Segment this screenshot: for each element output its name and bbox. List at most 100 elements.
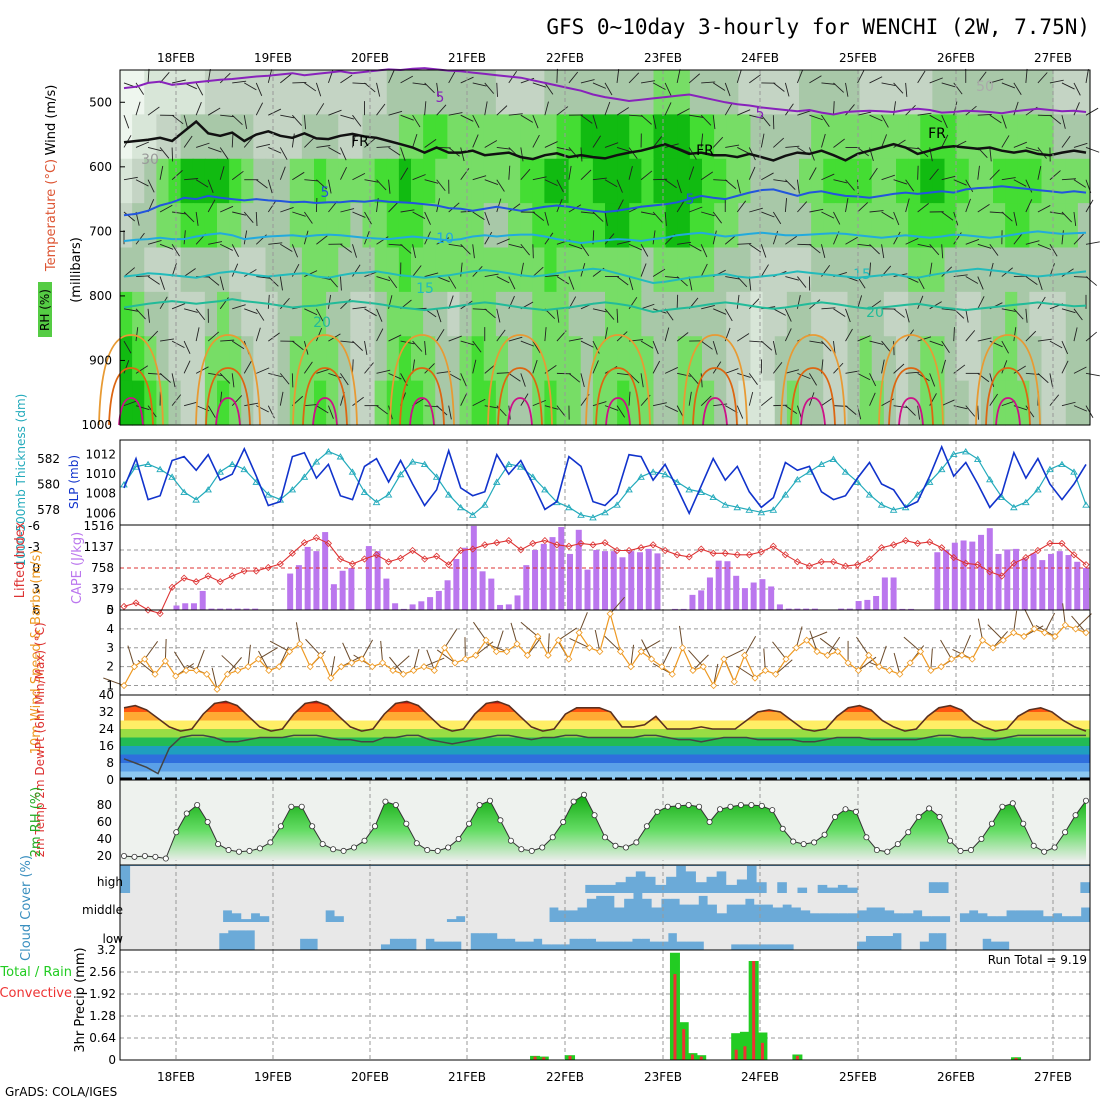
rh-cell	[168, 247, 182, 293]
cape-bar	[706, 577, 713, 610]
rh2m-point	[967, 847, 974, 854]
warm-contour	[878, 334, 944, 426]
pressure-tick: 500	[89, 95, 112, 109]
wind-barb	[725, 276, 740, 280]
wind-point	[1082, 629, 1090, 637]
cape-bar	[654, 553, 661, 610]
cloud-clear-bar	[867, 866, 879, 893]
wind-barb	[255, 102, 264, 116]
wind-barb	[255, 211, 258, 227]
rh-cell	[435, 70, 448, 115]
rh2m-point	[936, 813, 943, 820]
thickness-point	[492, 478, 501, 485]
wind-barb	[258, 650, 270, 671]
wind-barb	[556, 106, 569, 116]
cloud-clear-bar	[290, 922, 301, 950]
wind-barb	[700, 133, 704, 148]
warm-contour	[195, 334, 261, 426]
rh-cell	[799, 336, 812, 382]
wind-barb	[833, 308, 846, 317]
wind-barb	[664, 179, 677, 189]
wind-barb	[989, 340, 1003, 348]
wind-barb	[376, 179, 387, 191]
rh-cell	[556, 70, 570, 115]
wind-barb	[845, 179, 855, 191]
wind-tick: 4	[106, 622, 114, 636]
cloud-clear-bar	[856, 893, 867, 911]
rh-cell	[180, 70, 194, 115]
cape-bar	[619, 557, 626, 610]
cloud-clear-bar	[613, 922, 624, 942]
wind-barb	[869, 210, 884, 213]
cloud-clear-bar	[918, 866, 929, 893]
cloud-level-label: high	[97, 875, 123, 889]
temp-tick: 24	[99, 722, 114, 736]
pressure-tick: 900	[89, 353, 112, 367]
thickness-point	[252, 478, 261, 485]
li-tick: 6	[32, 603, 40, 617]
wind-barb	[376, 276, 391, 282]
rh-cell	[568, 336, 582, 382]
wind-barb	[304, 361, 313, 374]
rh-cell	[993, 203, 1006, 249]
rh-cell	[301, 70, 315, 115]
wind-point	[451, 659, 459, 667]
wind-barb	[472, 340, 482, 353]
rh-cell	[689, 158, 703, 204]
thickness-point	[180, 488, 188, 495]
wind-barb	[869, 300, 882, 310]
rh-cell	[908, 70, 921, 115]
rh-cell	[689, 291, 703, 337]
cape-bar	[453, 558, 460, 610]
wind-barb	[845, 370, 860, 374]
wind-barb	[184, 308, 198, 313]
wind-barb	[364, 271, 378, 277]
cloud-axis-title: Cloud Cover (%)	[19, 855, 34, 961]
li-point	[1010, 559, 1018, 567]
cloud-clear-bar	[999, 866, 1010, 893]
rh-cell	[411, 158, 424, 204]
wind-barb	[256, 367, 270, 374]
wind-point	[1020, 632, 1028, 641]
rh2m-point	[926, 805, 933, 812]
rh2m-tick: 80	[97, 798, 112, 812]
rh-cell	[859, 291, 873, 337]
rh-cell	[568, 380, 582, 426]
rh-cell	[774, 291, 788, 337]
rh2m-point	[612, 842, 619, 849]
wind-barb	[1013, 327, 1017, 342]
cloud-clear-bar	[892, 922, 902, 934]
rh2m-point	[947, 837, 954, 844]
wind-barb	[881, 82, 896, 87]
cape-bar	[339, 570, 346, 610]
isotherm-minus5	[123, 67, 1087, 116]
hot-contour	[215, 397, 241, 426]
rh-cell	[689, 247, 703, 293]
wind-barb	[845, 405, 857, 415]
cloud-clear-bar	[483, 893, 494, 922]
rh-cell	[495, 336, 509, 382]
wind-barb	[472, 244, 475, 259]
wind-barb	[304, 308, 318, 316]
wind-barb	[484, 211, 490, 226]
wind-barb	[1049, 394, 1060, 406]
rh-cell	[847, 70, 861, 115]
wind-barb	[208, 372, 223, 376]
cloud-clear-bar	[685, 866, 697, 872]
wind-barb	[652, 82, 666, 90]
rh-cell	[920, 203, 933, 249]
wind-barb	[1025, 330, 1037, 342]
rh-cell	[326, 203, 339, 249]
rh-cell	[908, 158, 921, 204]
cloud-clear-bar	[287, 893, 298, 922]
rh2m-point	[162, 855, 169, 862]
wind-barb	[821, 244, 826, 258]
precip-axis-title: 3hr Precip (mm)	[73, 947, 88, 1052]
cloud-clear-bar	[140, 866, 151, 893]
hot-contour	[605, 397, 631, 426]
wind-barb	[809, 208, 824, 213]
wind-point	[761, 666, 769, 675]
thickness-point	[745, 506, 754, 513]
wind-barb	[460, 114, 474, 122]
rh-cell	[871, 158, 885, 204]
